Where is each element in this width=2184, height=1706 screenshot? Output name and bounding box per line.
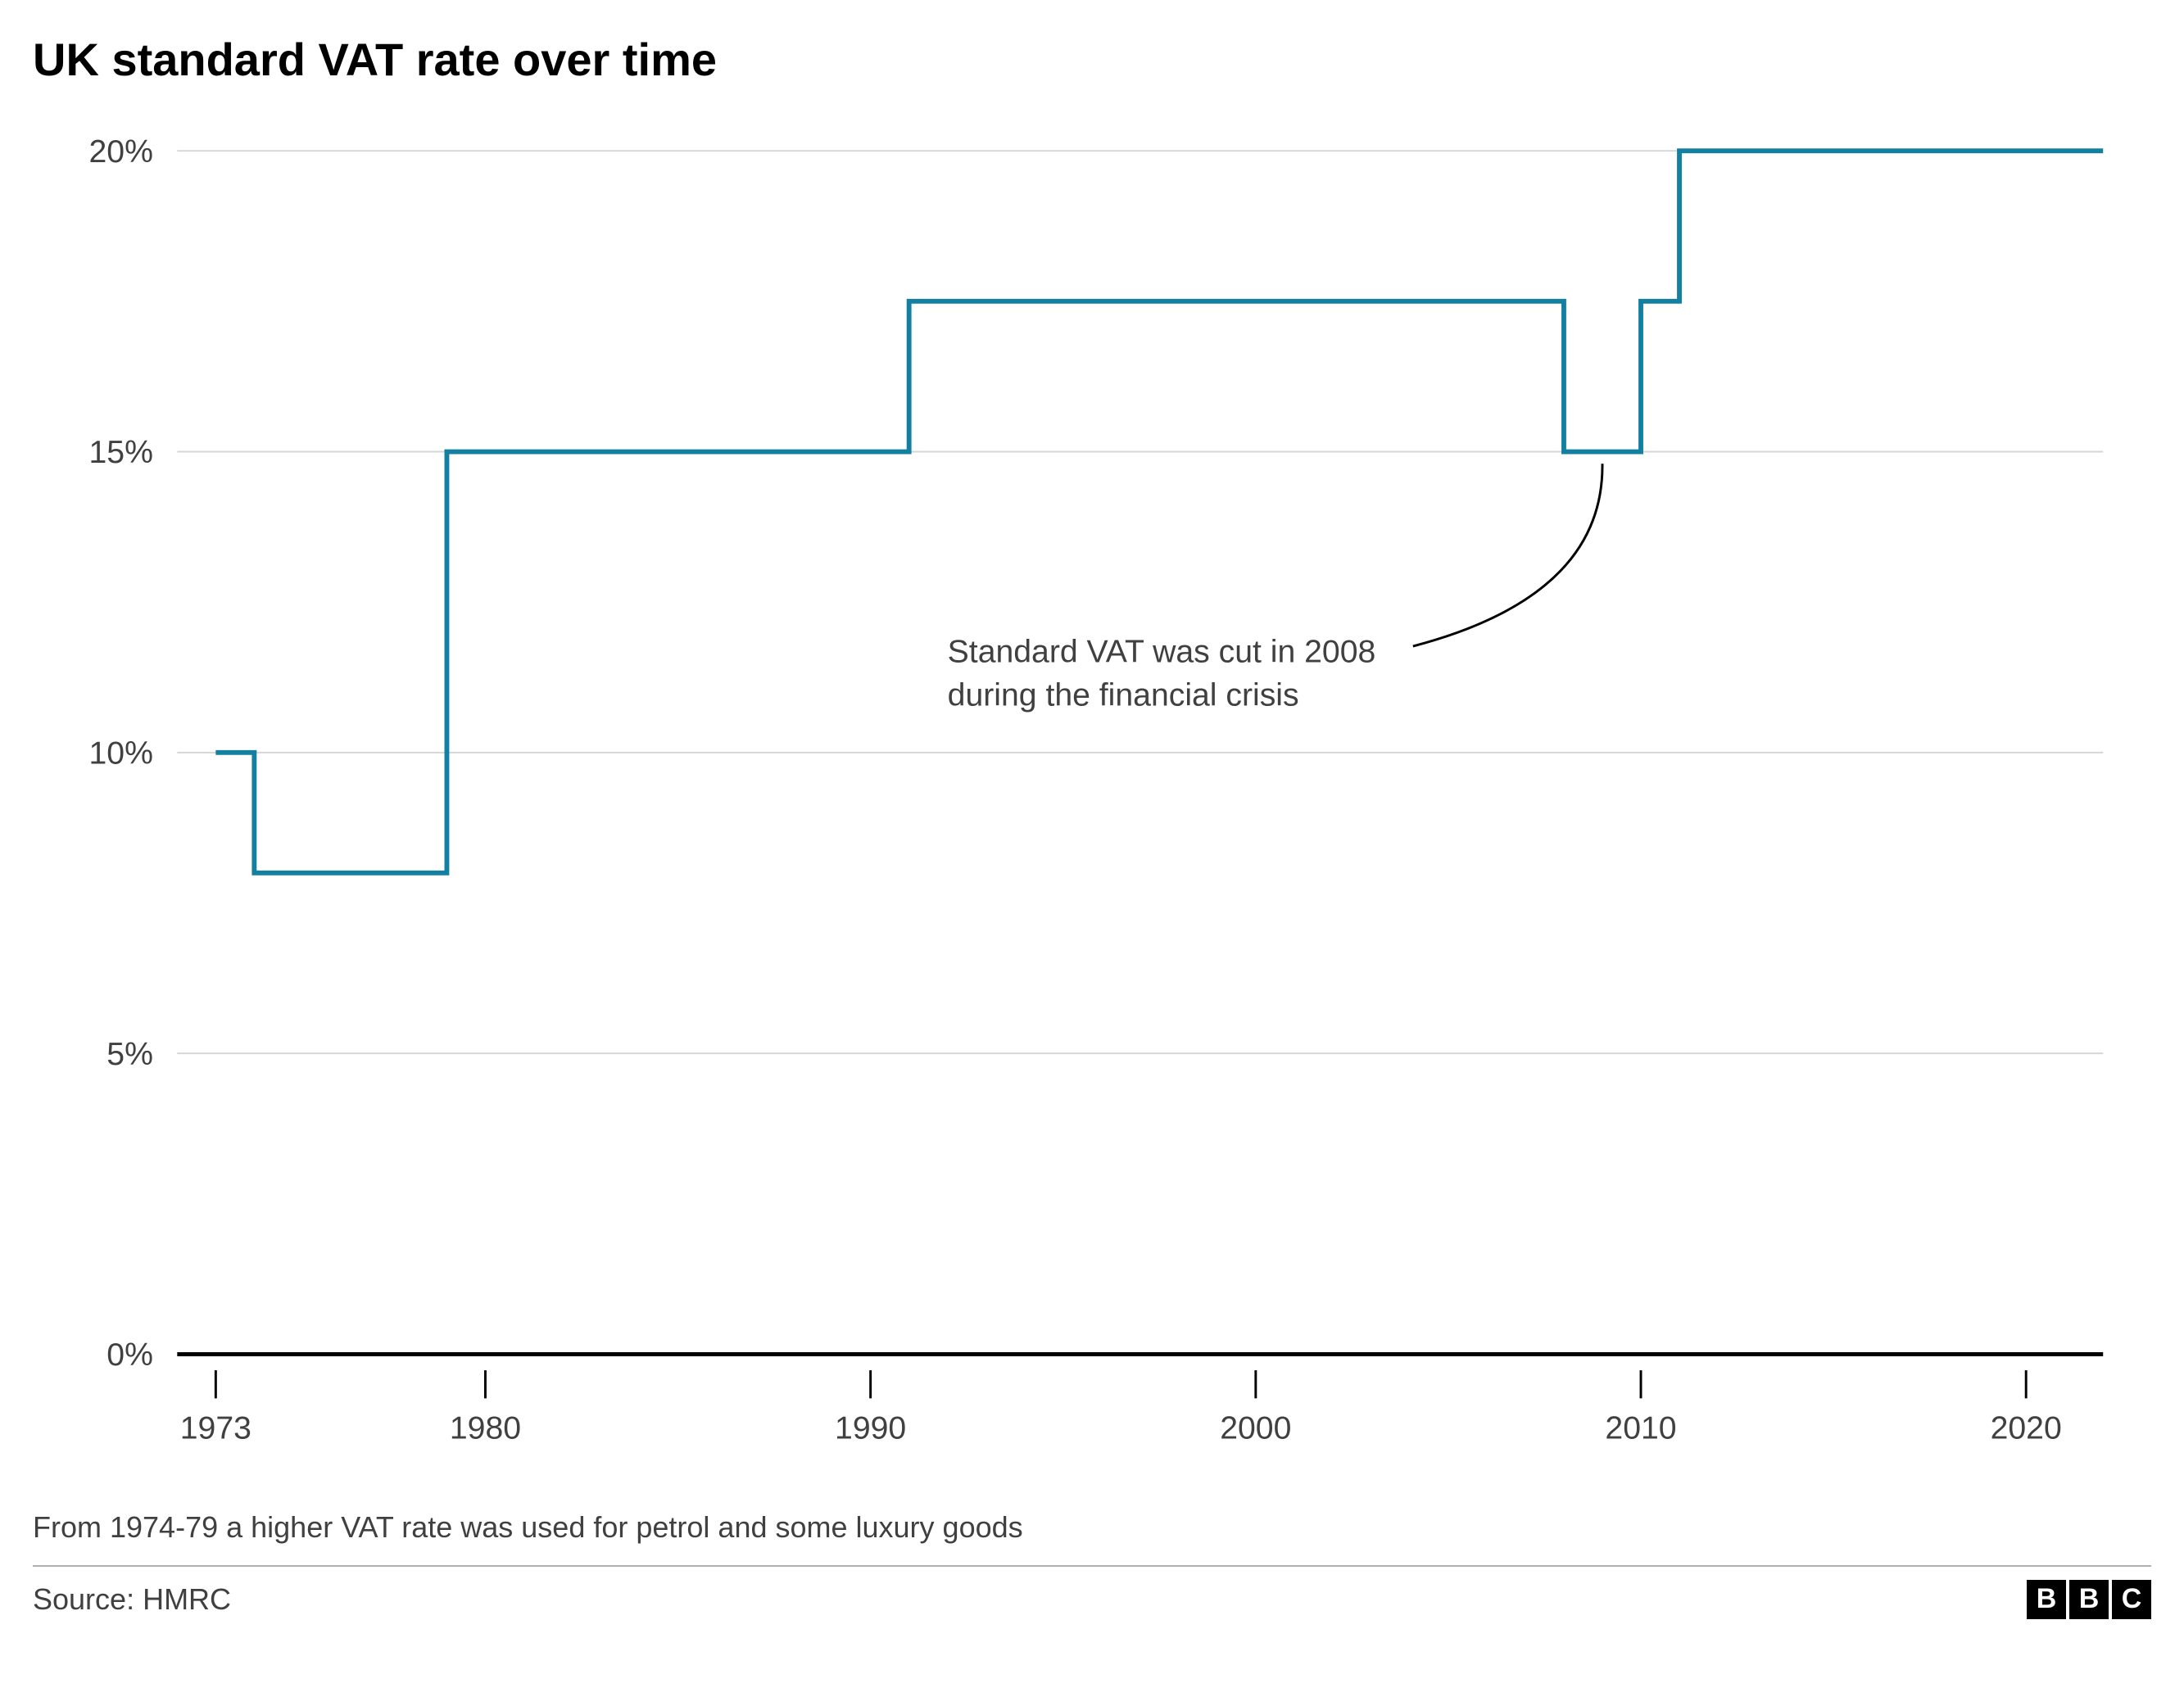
svg-text:2010: 2010 bbox=[1605, 1410, 1676, 1446]
line-chart: 0% 5% 10% 15% 20% 1973 1980 1990 2000 2010 2020 Sta… bbox=[33, 119, 2151, 1482]
svg-text:2020: 2020 bbox=[1991, 1410, 2062, 1446]
svg-text:20%: 20% bbox=[89, 134, 153, 170]
chart-footnote: From 1974-79 a higher VAT rate was used … bbox=[33, 1507, 2151, 1548]
chart-container: UK standard VAT rate over time 0% 5% 10% 15… bbox=[33, 33, 2151, 1619]
svg-text:0%: 0% bbox=[106, 1337, 153, 1373]
svg-text:5%: 5% bbox=[106, 1037, 153, 1072]
bbc-b1: B bbox=[2027, 1580, 2066, 1619]
svg-text:10%: 10% bbox=[89, 736, 153, 772]
source-row: Source: HMRC B B C bbox=[33, 1565, 2151, 1619]
chart-title: UK standard VAT rate over time bbox=[33, 33, 2151, 86]
svg-text:Standard VAT was cut in 2008: Standard VAT was cut in 2008 bbox=[948, 635, 1376, 670]
bbc-c: C bbox=[2112, 1580, 2151, 1619]
svg-text:1973: 1973 bbox=[180, 1410, 251, 1446]
svg-text:15%: 15% bbox=[89, 435, 153, 470]
svg-text:2000: 2000 bbox=[1220, 1410, 1291, 1446]
bbc-logo: B B C bbox=[2027, 1580, 2151, 1619]
svg-text:during the financial crisis: during the financial crisis bbox=[948, 678, 1299, 713]
svg-text:1980: 1980 bbox=[450, 1410, 521, 1446]
source-label: Source: HMRC bbox=[33, 1582, 231, 1617]
svg-text:1990: 1990 bbox=[835, 1410, 906, 1446]
bbc-b2: B bbox=[2069, 1580, 2109, 1619]
